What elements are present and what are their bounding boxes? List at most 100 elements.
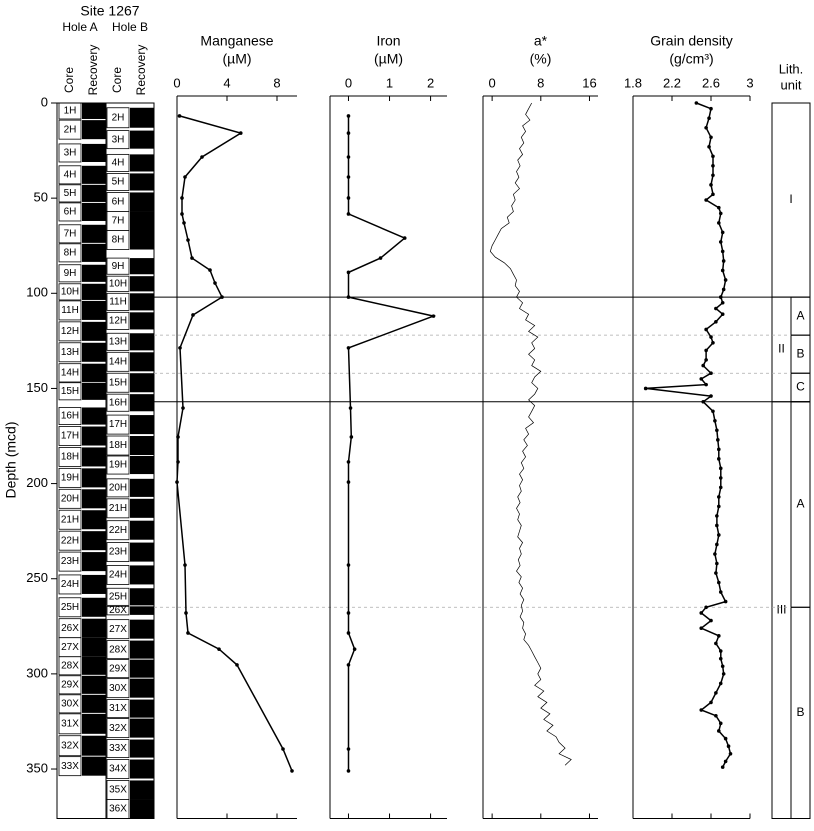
core-label: 22H bbox=[109, 525, 127, 536]
core-box bbox=[106, 759, 130, 779]
core-label: 32X bbox=[109, 723, 127, 734]
data-point bbox=[176, 460, 180, 464]
data-point bbox=[720, 230, 725, 235]
depth-tick-label: 100 bbox=[26, 285, 48, 300]
core-label: 20H bbox=[61, 493, 79, 504]
recovery-bar bbox=[130, 415, 154, 435]
data-point bbox=[711, 192, 715, 197]
data-point bbox=[290, 769, 294, 773]
core-box bbox=[106, 173, 130, 191]
recovery-bar bbox=[130, 699, 154, 718]
recovery-bar bbox=[130, 640, 154, 659]
data-point bbox=[714, 713, 718, 718]
x-tick-label: 3 bbox=[746, 75, 753, 90]
core-label: 29X bbox=[109, 663, 127, 674]
data-point bbox=[182, 221, 186, 225]
core-label: 13H bbox=[61, 347, 79, 358]
core-label: 15H bbox=[109, 377, 127, 388]
data-point bbox=[208, 268, 212, 272]
core-label: 5H bbox=[112, 177, 125, 188]
core-label: 5H bbox=[64, 188, 77, 199]
core-label: 19H bbox=[109, 460, 127, 471]
x-tick-label: 2.6 bbox=[702, 75, 720, 90]
recovery-bar bbox=[82, 531, 106, 551]
core-label: 26X bbox=[61, 623, 79, 634]
recovery-bar bbox=[130, 394, 154, 412]
core-box bbox=[106, 739, 130, 759]
core-label: 4H bbox=[112, 158, 125, 169]
recovery-bar bbox=[82, 489, 106, 509]
recovery-bar bbox=[82, 552, 106, 572]
core-label: 33X bbox=[61, 761, 79, 772]
recovery-bar bbox=[130, 659, 154, 678]
core-label: 2H bbox=[64, 124, 77, 135]
core-label: 10H bbox=[61, 287, 79, 298]
panel-title: a* bbox=[534, 33, 548, 49]
recovery-bar bbox=[130, 192, 154, 212]
hole-label: Hole A bbox=[62, 20, 97, 34]
data-point bbox=[718, 681, 723, 686]
recovery-bar bbox=[82, 637, 106, 657]
data-point bbox=[402, 236, 407, 240]
data-point bbox=[704, 382, 708, 387]
data-point bbox=[723, 599, 728, 604]
core-label: 11H bbox=[61, 305, 79, 316]
recovery-bar bbox=[130, 293, 154, 311]
data-point bbox=[709, 135, 713, 140]
data-point bbox=[346, 196, 351, 200]
core-box bbox=[106, 130, 130, 150]
recovery-bar bbox=[130, 333, 154, 351]
core-box bbox=[106, 678, 130, 699]
data-point bbox=[711, 173, 715, 178]
recovery-bar bbox=[82, 143, 106, 162]
recovery-bar bbox=[82, 321, 106, 341]
recovery-bar bbox=[82, 342, 106, 362]
data-point bbox=[346, 631, 351, 635]
data-point bbox=[720, 249, 725, 254]
recovery-bar bbox=[82, 656, 106, 675]
core-label: 2H bbox=[112, 112, 125, 123]
recovery-bar bbox=[82, 574, 106, 594]
core-box bbox=[58, 713, 82, 735]
recovery-bar bbox=[82, 243, 106, 262]
site-title: Site 1267 bbox=[80, 3, 139, 19]
lith-unit-label: I bbox=[789, 192, 792, 206]
data-point bbox=[709, 183, 713, 187]
core-box bbox=[106, 718, 130, 739]
recovery-bar bbox=[130, 542, 154, 562]
data-point bbox=[711, 163, 715, 168]
recovery-bar bbox=[130, 107, 154, 128]
depth-tick-label: 50 bbox=[34, 190, 48, 205]
core-label: 16H bbox=[61, 411, 79, 422]
core-box bbox=[58, 407, 82, 425]
data-point bbox=[720, 664, 725, 669]
core-label: 12H bbox=[109, 316, 127, 327]
data-point bbox=[349, 435, 354, 439]
depth-tick-label: 350 bbox=[26, 760, 48, 775]
core-label: 12H bbox=[61, 326, 79, 337]
core-label: 30X bbox=[109, 683, 127, 694]
data-point bbox=[709, 335, 713, 339]
data-point bbox=[699, 708, 704, 712]
recovery-bar bbox=[82, 510, 106, 530]
lith-subunit bbox=[790, 606, 811, 819]
data-point bbox=[238, 131, 243, 135]
recovery-bar bbox=[130, 759, 154, 779]
recovery-bar bbox=[82, 165, 106, 184]
core-box bbox=[106, 414, 130, 435]
lith-subunit-label: A bbox=[796, 308, 804, 322]
core-label: 31X bbox=[61, 718, 79, 729]
data-point bbox=[709, 618, 713, 623]
core-label: 20H bbox=[109, 483, 127, 494]
data-point bbox=[717, 504, 721, 509]
data-point bbox=[177, 114, 182, 118]
lith-unit-label: II bbox=[778, 342, 785, 356]
depth-tick-label: 300 bbox=[26, 665, 48, 680]
data-point bbox=[346, 480, 351, 484]
x-tick-label: 16 bbox=[582, 75, 596, 90]
data-point bbox=[184, 611, 188, 615]
data-point bbox=[281, 747, 285, 751]
core-box bbox=[58, 574, 82, 595]
recovery-bar bbox=[130, 230, 154, 250]
